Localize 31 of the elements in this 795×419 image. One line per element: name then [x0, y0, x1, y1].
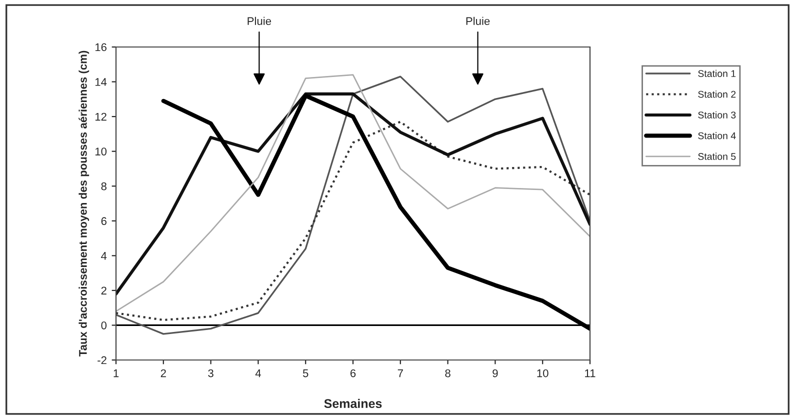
y-tick-label: 0	[101, 321, 107, 330]
x-tick-label: 2	[160, 369, 166, 378]
y-tick-label: 14	[95, 78, 107, 86]
y-tick-label: 16	[95, 43, 106, 52]
x-tick-label: 9	[492, 369, 498, 378]
legend-label: Station 3	[698, 111, 736, 118]
x-tick-label: 10	[537, 369, 548, 378]
line-series	[116, 120, 590, 322]
x-tick-label: 7	[398, 369, 403, 378]
x-axis-title: Semaines	[324, 398, 382, 408]
y-tick-label: 12	[95, 112, 106, 121]
x-tick-label: 6	[350, 369, 356, 378]
y-tick-label: 10	[95, 148, 107, 156]
y-tick-label: -2	[98, 356, 106, 364]
legend-label: Station 4	[698, 132, 736, 140]
x-tick-label: 11	[585, 369, 596, 378]
x-tick-label: 3	[208, 369, 214, 378]
x-tick-label: 4	[255, 369, 261, 378]
legend-label: Station 1	[698, 70, 736, 78]
y-tick-label: 4	[101, 252, 107, 260]
y-tick-label: 6	[101, 217, 106, 226]
legend-label: Station 2	[698, 90, 736, 98]
x-tick-label: 8	[445, 369, 450, 378]
y-tick-label: 2	[101, 286, 106, 294]
text: Pluie	[248, 16, 272, 26]
x-tick-label: 1	[114, 369, 119, 378]
legend-label: Station 5	[698, 152, 736, 160]
text: Pluie	[466, 16, 490, 26]
y-tick-label: 8	[101, 182, 106, 190]
y-axis-title: Taux d'accroissement moyen des pousses aériennes (cm)	[78, 50, 90, 356]
x-tick-label: 5	[302, 369, 308, 378]
